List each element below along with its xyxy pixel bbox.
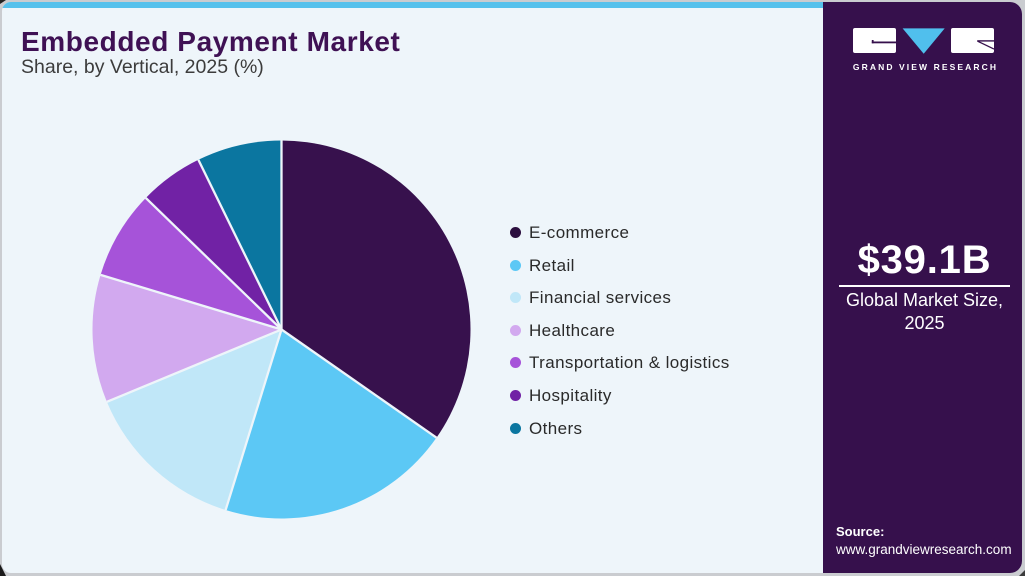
svg-text:GRAND VIEW RESEARCH: GRAND VIEW RESEARCH (853, 62, 998, 72)
